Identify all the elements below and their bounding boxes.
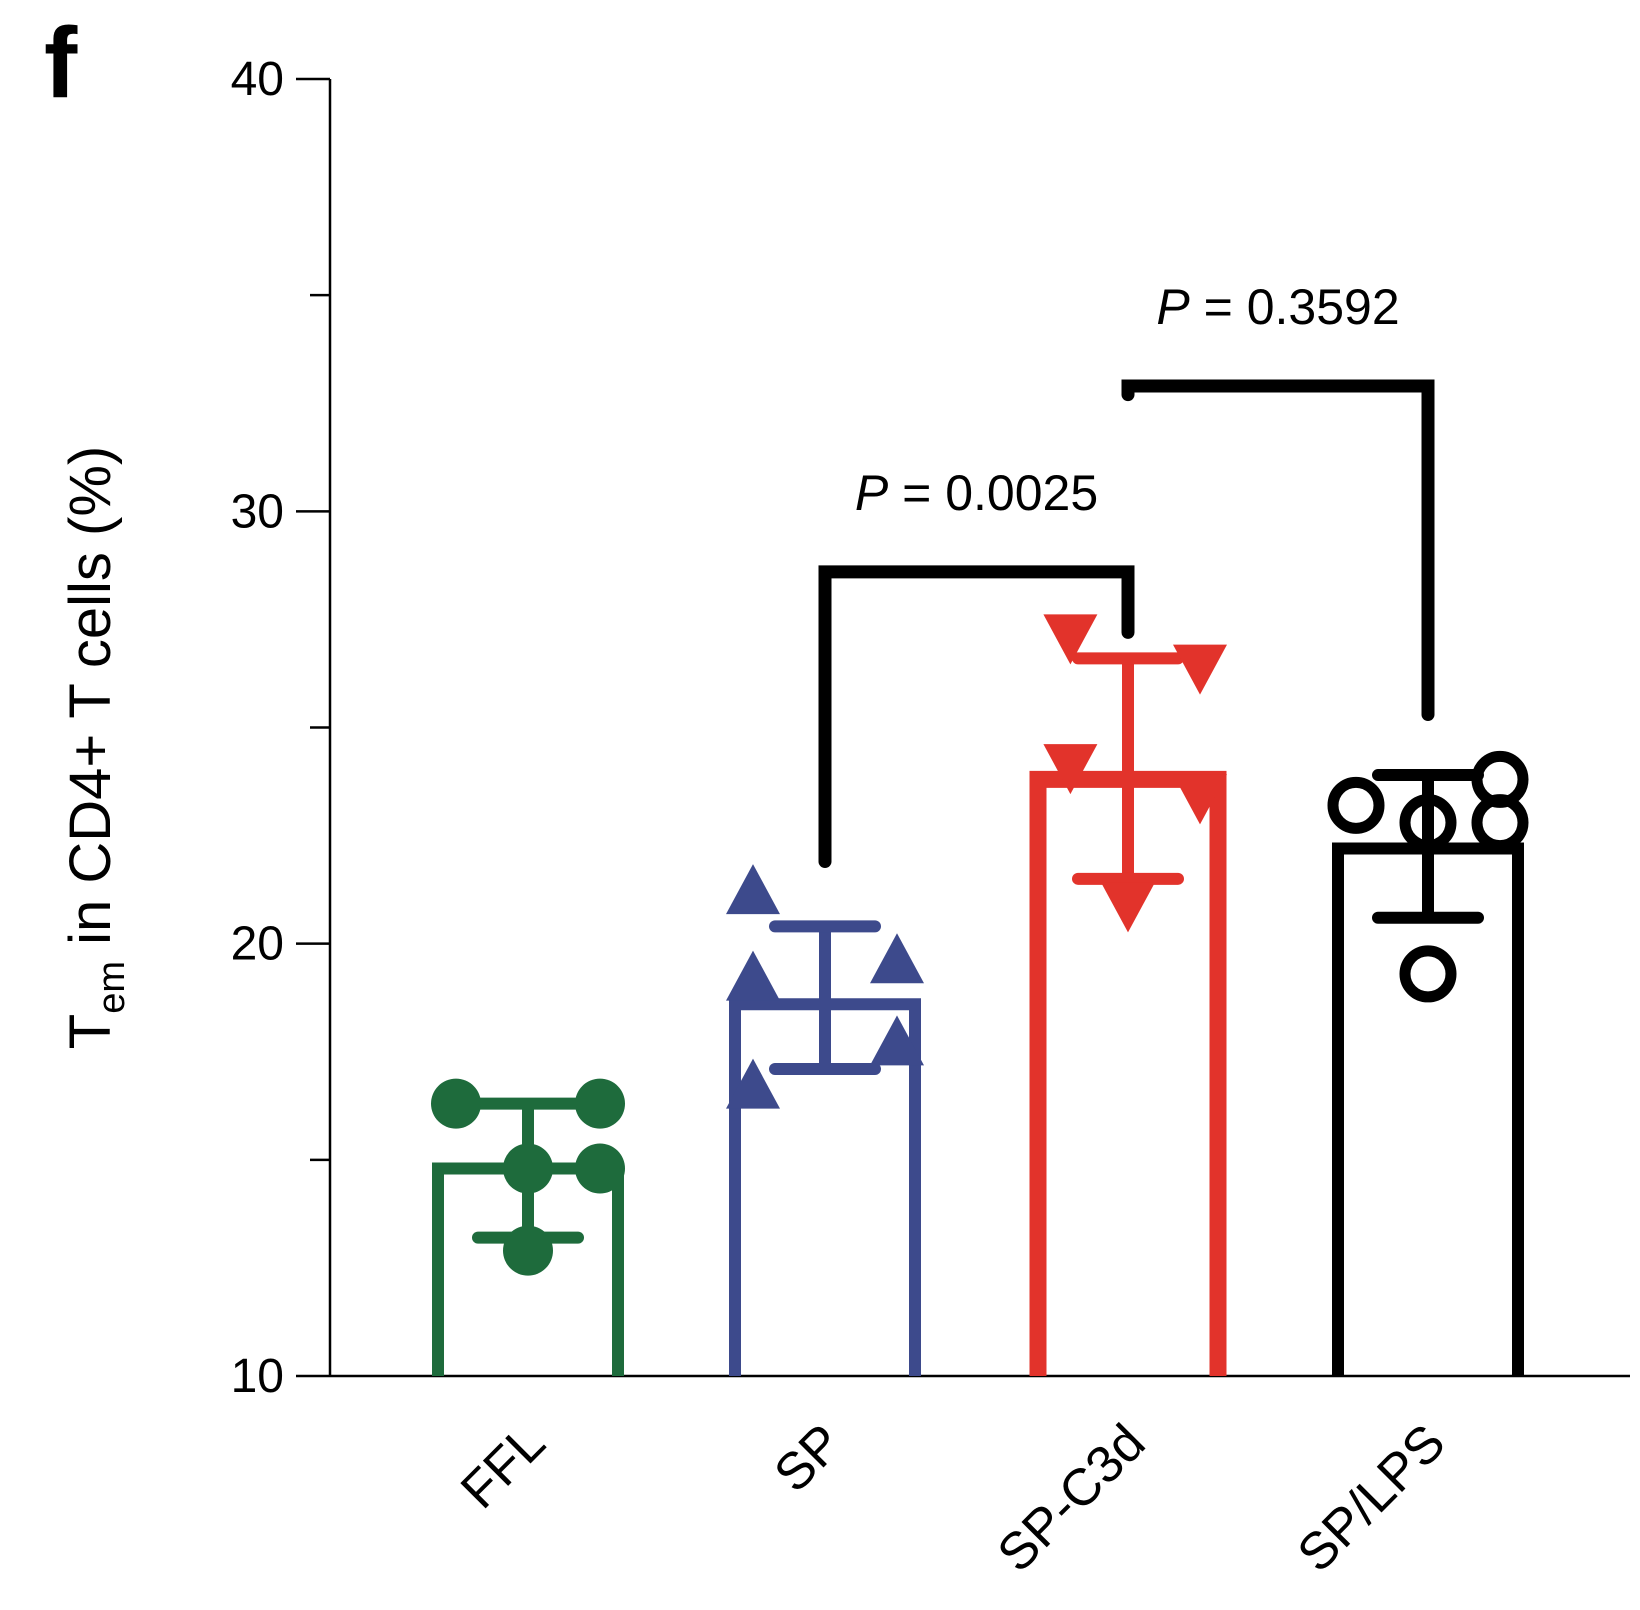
data-point [1399,794,1457,852]
data-point [575,1143,625,1194]
y-tick-label: 20 [231,918,284,971]
data-point [1043,614,1098,665]
data-point [726,864,780,915]
significance-bracket [818,565,1135,869]
x-tick-label: SP [763,1413,853,1503]
data-point [503,1225,553,1276]
data-point [1043,744,1098,795]
data-point [1471,794,1529,852]
data-point [1173,774,1227,825]
x-tick-label: SP-C3d [987,1413,1157,1583]
data-point [726,950,780,1001]
data-point [870,1015,924,1066]
p-value-label: P = 0.0025 [855,465,1098,521]
y-axis-label: Tem in CD4+ T cells (%) [58,446,133,1049]
panel-label: f [44,7,78,119]
p-value-label: P = 0.3592 [1156,279,1399,335]
data-point [1399,945,1457,1003]
bar-sp-lps [1332,842,1524,1376]
data-point [431,1078,481,1129]
y-tick-label: 40 [231,53,284,106]
y-tick-label: 30 [231,485,284,538]
data-point [503,1143,553,1194]
data-point [870,933,924,984]
x-tick-label: SP/LPS [1287,1413,1457,1583]
y-tick-label: 10 [231,1350,284,1403]
x-tick-label: FFL [450,1413,556,1519]
data-point [575,1078,625,1129]
data-point [1327,776,1385,834]
significance-bracket [1121,379,1435,722]
data-point [1101,882,1155,933]
data-point [1173,644,1227,695]
data-point [726,1058,780,1109]
